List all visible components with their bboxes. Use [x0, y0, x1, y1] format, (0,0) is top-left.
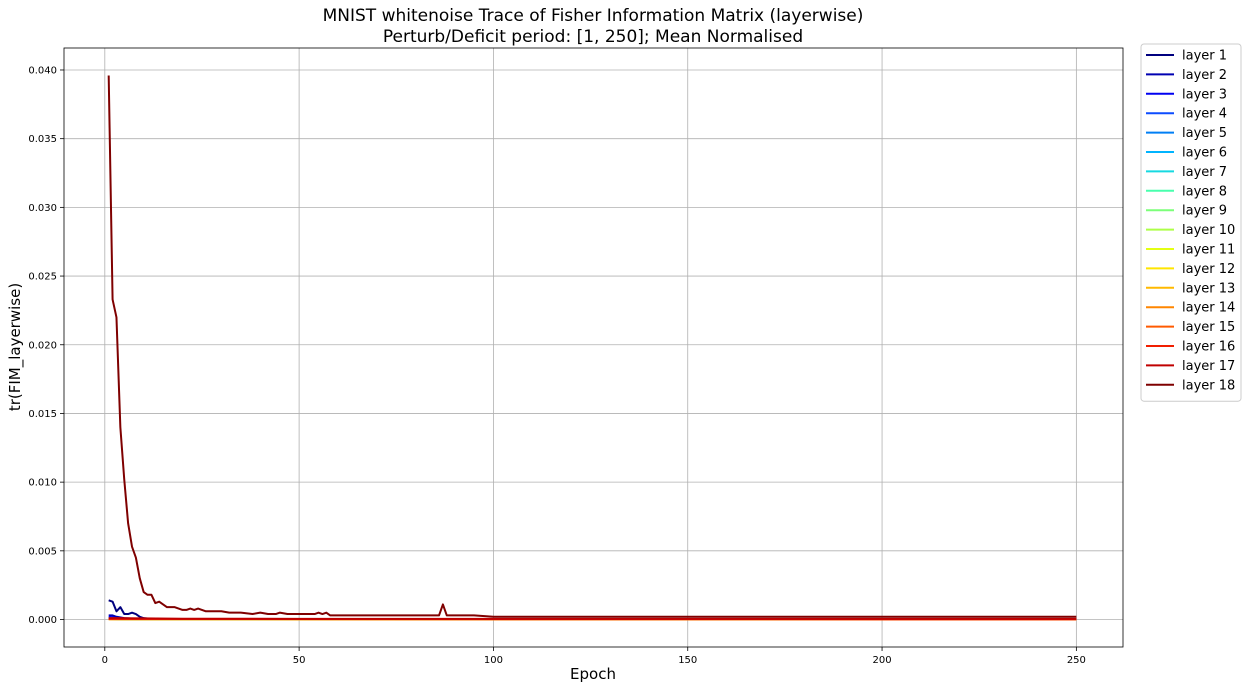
legend-label: layer 3 — [1182, 87, 1227, 102]
y-tick-label: 0.000 — [28, 615, 57, 626]
x-tick-label: 150 — [678, 655, 697, 666]
x-tick-label: 100 — [484, 655, 503, 666]
legend-label: layer 15 — [1182, 320, 1235, 335]
legend-label: layer 1 — [1182, 49, 1227, 64]
legend-label: layer 14 — [1182, 301, 1235, 316]
legend-label: layer 11 — [1182, 243, 1235, 258]
x-tick-label: 200 — [873, 655, 892, 666]
series-line-layer-17 — [108, 617, 1077, 620]
y-tick-label: 0.025 — [28, 272, 57, 283]
legend-label: layer 10 — [1182, 223, 1235, 238]
x-axis-label: Epoch — [570, 665, 616, 683]
y-tick-label: 0.040 — [28, 65, 57, 76]
legend-label: layer 12 — [1182, 262, 1235, 277]
legend-label: layer 16 — [1182, 340, 1235, 355]
y-tick-label: 0.005 — [28, 546, 57, 557]
legend-label: layer 17 — [1182, 359, 1235, 374]
x-tick-label: 0 — [102, 655, 108, 666]
x-tick-label: 50 — [293, 655, 306, 666]
legend-label: layer 7 — [1182, 165, 1227, 180]
y-tick-label: 0.035 — [28, 134, 57, 145]
series-line-layer-18 — [107, 75, 1077, 618]
y-tick-label: 0.010 — [28, 478, 57, 489]
legend-label: layer 6 — [1182, 146, 1227, 161]
legend-label: layer 13 — [1182, 281, 1235, 296]
legend-label: layer 2 — [1182, 68, 1227, 83]
y-tick-label: 0.020 — [28, 340, 57, 351]
legend-label: layer 5 — [1182, 126, 1227, 141]
chart-title: MNIST whitenoise Trace of Fisher Informa… — [323, 6, 864, 26]
y-tick-label: 0.030 — [28, 203, 57, 214]
y-tick-label: 0.015 — [28, 409, 57, 420]
legend-label: layer 4 — [1182, 107, 1227, 122]
legend-label: layer 8 — [1182, 184, 1227, 199]
y-axis-label: tr(FIM_layerwise) — [6, 283, 25, 411]
legend: layer 1 layer 2 layer 3 layer 4 layer 5 layer… — [1140, 43, 1242, 402]
chart-subtitle: Perturb/Deficit period: [1, 250]; Mean N… — [383, 27, 803, 47]
legend-label: layer 18 — [1182, 378, 1235, 393]
x-tick-label: 250 — [1067, 655, 1086, 666]
plot-area-frame — [63, 47, 1124, 648]
legend-label: layer 9 — [1182, 204, 1227, 219]
